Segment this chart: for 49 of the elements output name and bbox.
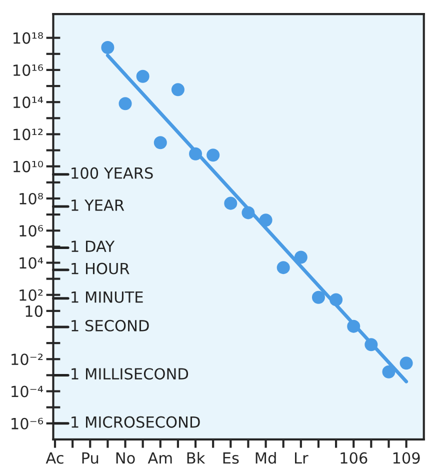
point xyxy=(206,148,220,162)
y-tick-label: 10⁶ xyxy=(20,225,44,237)
point xyxy=(364,338,378,352)
x-tick-label: 106 xyxy=(340,452,368,464)
point xyxy=(224,196,238,210)
point xyxy=(154,136,167,150)
point xyxy=(171,83,184,96)
x-tick-label: 109 xyxy=(393,452,420,464)
x-tick-label: Md xyxy=(256,452,276,464)
x-tick-label: Lr xyxy=(295,452,308,464)
point xyxy=(330,293,343,306)
ref-line-label: 1 SECOND xyxy=(72,320,149,332)
ref-line-label: 1 YEAR xyxy=(72,200,124,211)
y-tick-label: 10⁻⁴ xyxy=(12,386,44,398)
point xyxy=(242,206,255,220)
y-tick-label: 10¹⁰ xyxy=(14,160,43,172)
x-tick-label: Am xyxy=(148,452,172,464)
y-tick-label: 10⁻⁶ xyxy=(12,418,44,430)
y-tick-label: 10¹⁴ xyxy=(14,96,44,108)
y-tick-label: 10⁸ xyxy=(20,192,43,204)
point xyxy=(118,97,132,110)
point xyxy=(189,147,202,160)
ref-line-label: 1 MICROSECOND xyxy=(72,416,200,428)
point xyxy=(294,250,308,264)
point xyxy=(312,290,325,304)
point xyxy=(259,214,272,227)
point xyxy=(382,365,396,378)
x-tick-label: Bk xyxy=(187,452,206,464)
x-tick-label: No xyxy=(116,452,135,464)
ref-line-label: 1 DAY xyxy=(72,240,115,252)
ref-line-label: 1 MILLISECOND xyxy=(72,368,188,380)
ref-line-label: 1 HOUR xyxy=(72,262,130,274)
point xyxy=(136,70,150,83)
ref-line-label: 100 YEARS xyxy=(72,167,153,179)
point xyxy=(276,261,290,274)
point xyxy=(400,356,413,370)
x-tick-label: Es xyxy=(223,452,239,464)
y-tick-label: 10¹² xyxy=(14,128,43,140)
y-tick-label: 10² xyxy=(20,289,43,301)
y-tick-label: 10¹⁶ xyxy=(14,64,44,76)
y-tick-label: 10⁴ xyxy=(20,257,44,269)
ref-line-label: 1 MINUTE xyxy=(72,292,143,303)
x-tick-label: Ac xyxy=(46,452,64,464)
point xyxy=(347,320,360,333)
y-tick-label: 10¹⁸ xyxy=(14,32,43,44)
point xyxy=(101,40,114,54)
y-tick-label: 10⁻² xyxy=(12,354,43,366)
x-tick-label: Pu xyxy=(82,452,98,464)
y-tick-label: 10 xyxy=(26,305,43,317)
